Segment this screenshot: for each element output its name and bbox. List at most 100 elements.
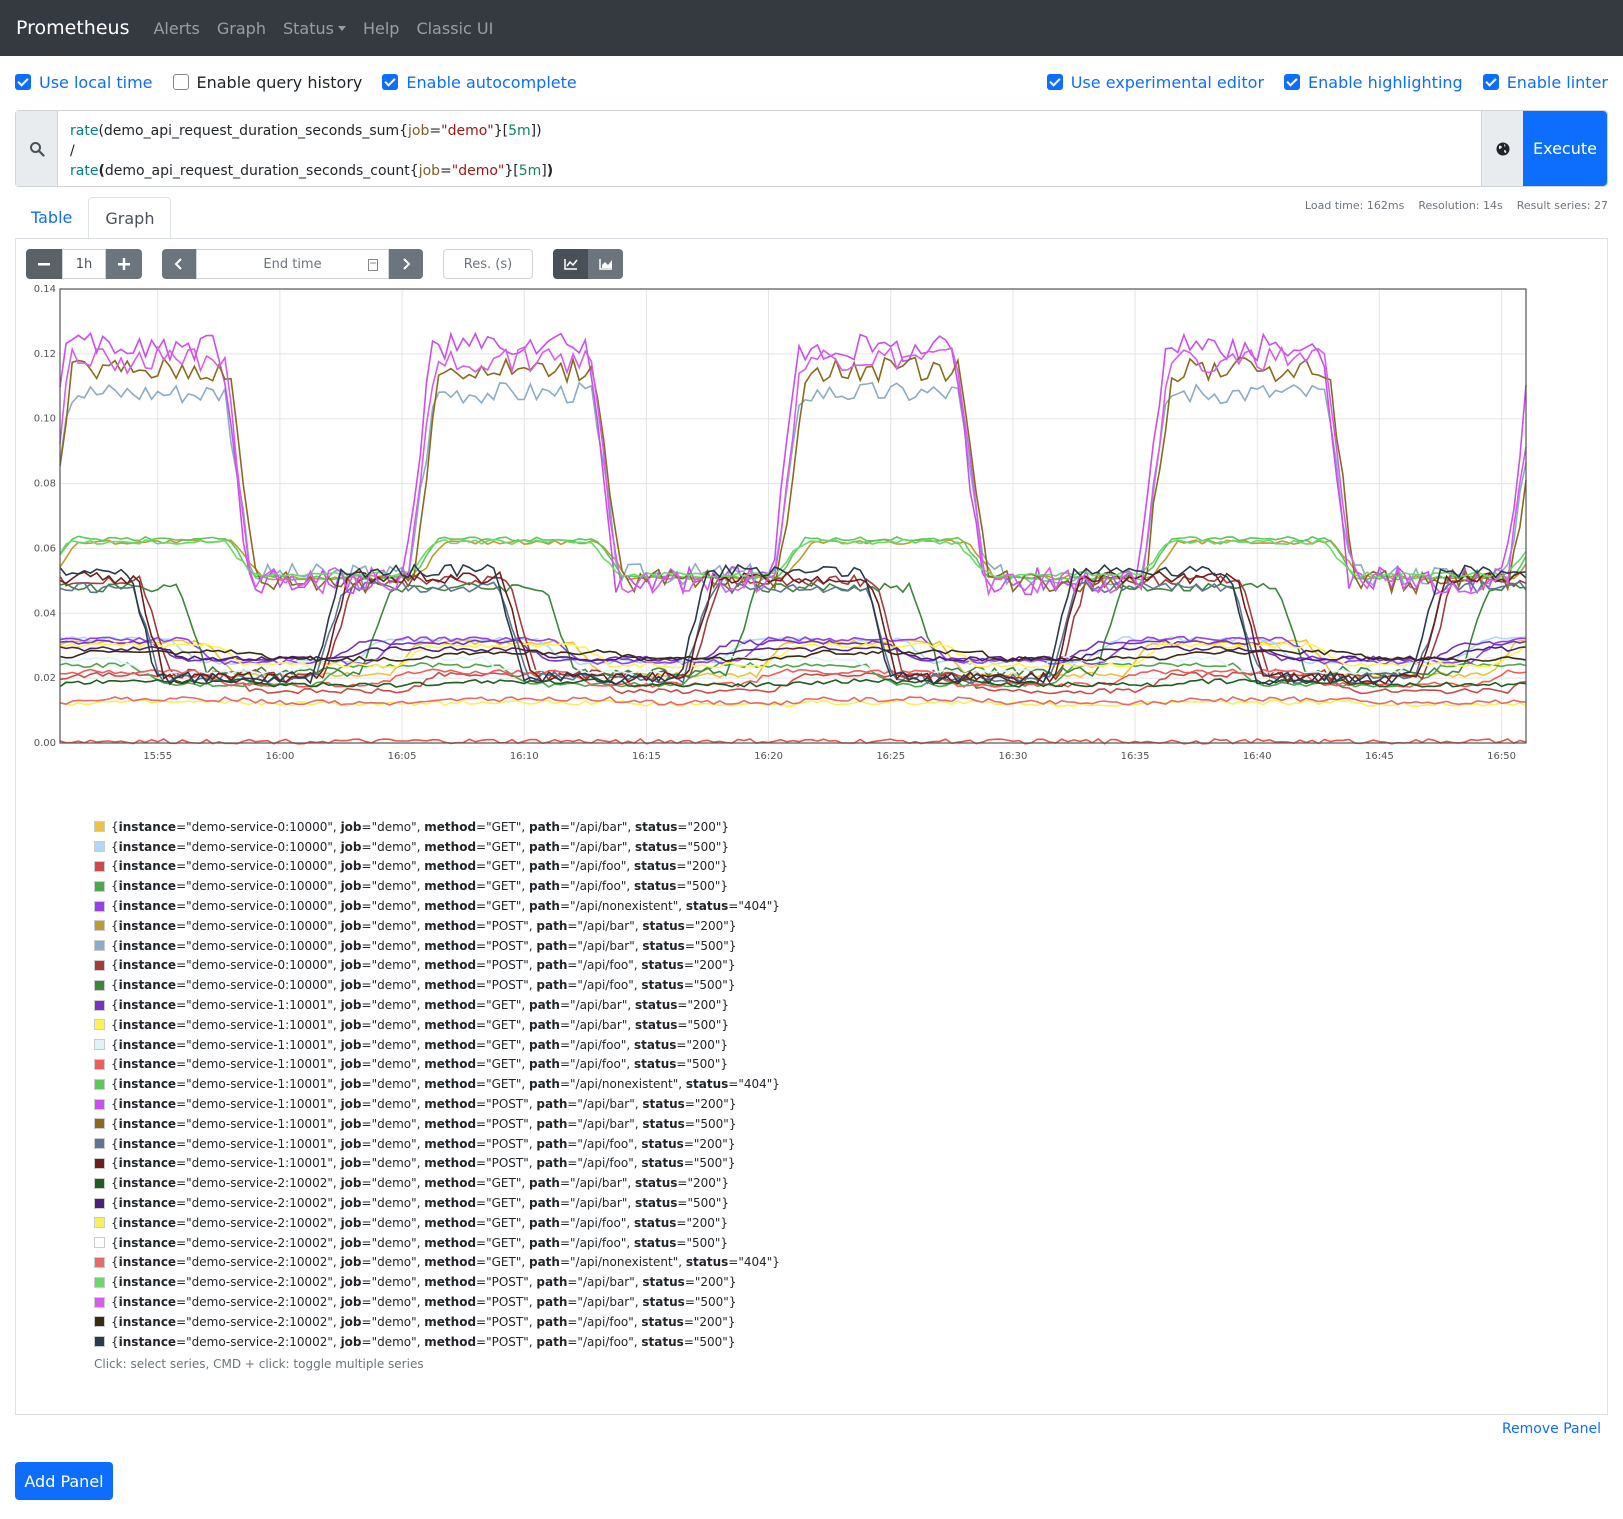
legend-label: {instance="demo-service-2:10002", job="d… xyxy=(111,1334,736,1349)
option-enable-autocomplete[interactable]: Enable autocomplete xyxy=(382,73,577,92)
series-line xyxy=(59,535,1527,581)
nav-classic-ui[interactable]: Classic UI xyxy=(416,18,494,38)
legend-item[interactable]: {instance="demo-service-0:10000", job="d… xyxy=(94,936,780,956)
nav-help[interactable]: Help xyxy=(362,18,400,38)
legend-item[interactable]: {instance="demo-service-1:10001", job="d… xyxy=(94,1035,780,1055)
legend-item[interactable]: {instance="demo-service-1:10001", job="d… xyxy=(94,1134,780,1154)
checkbox-checked-icon[interactable] xyxy=(1284,74,1301,90)
legend-swatch xyxy=(94,1336,105,1348)
legend-item[interactable]: {instance="demo-service-0:10000", job="d… xyxy=(94,876,780,896)
query-range: 5m xyxy=(518,163,542,179)
nav-status-dropdown[interactable]: Status xyxy=(283,19,346,38)
graph-chart[interactable]: 0.00 0.02 0.04 0.06 0.08 0.10 0.12 0.14 15:55 16:… xyxy=(16,281,1607,821)
legend-item[interactable]: {instance="demo-service-2:10002", job="d… xyxy=(94,1193,780,1213)
tab-graph[interactable]: Graph xyxy=(88,197,172,239)
nav-alerts[interactable]: Alerts xyxy=(153,18,200,38)
series-line xyxy=(59,668,1527,688)
option-enable-query-history[interactable]: Enable query history xyxy=(172,73,362,92)
legend-item[interactable]: {instance="demo-service-2:10002", job="d… xyxy=(94,1292,780,1312)
option-use-experimental-editor[interactable]: Use experimental editor xyxy=(1046,72,1265,92)
add-panel-button[interactable]: Add Panel xyxy=(15,1462,113,1500)
legend-swatch xyxy=(94,920,105,932)
legend-item[interactable]: {instance="demo-service-2:10002", job="d… xyxy=(94,1173,780,1193)
option-use-local-time[interactable]: Use local time xyxy=(15,73,153,92)
end-time-placeholder: End time xyxy=(263,256,322,272)
execute-button[interactable]: Execute xyxy=(1523,111,1607,186)
legend-item[interactable]: {instance="demo-service-1:10001", job="d… xyxy=(94,1154,780,1174)
legend-item[interactable]: {instance="demo-service-2:10002", job="d… xyxy=(94,1312,780,1332)
legend-item[interactable]: {instance="demo-service-1:10001", job="d… xyxy=(94,1015,780,1035)
checkbox-checked-icon[interactable] xyxy=(15,74,31,90)
range-input[interactable]: 1h xyxy=(62,249,106,279)
legend-item[interactable]: {instance="demo-service-2:10002", job="d… xyxy=(94,1233,780,1253)
checkbox-unchecked-icon[interactable] xyxy=(172,74,189,90)
legend-swatch xyxy=(94,1296,105,1308)
legend-item[interactable]: {instance="demo-service-2:10002", job="d… xyxy=(94,1332,780,1352)
resolution-input[interactable]: Res. (s) xyxy=(443,249,533,279)
nav-graph[interactable]: Graph xyxy=(216,18,266,38)
legend-item[interactable]: {instance="demo-service-2:10002", job="d… xyxy=(94,1272,780,1292)
legend-item[interactable]: {instance="demo-service-0:10000", job="d… xyxy=(94,956,780,976)
query-label-value: "demo" xyxy=(451,163,505,179)
legend-swatch xyxy=(94,841,105,853)
option-enable-highlighting[interactable]: Enable highlighting xyxy=(1284,73,1463,92)
x-tick-label: 15:55 xyxy=(143,751,172,762)
time-back-button[interactable] xyxy=(162,249,196,279)
decrease-range-button[interactable] xyxy=(26,249,62,279)
legend-label: {instance="demo-service-1:10001", job="d… xyxy=(111,1077,780,1092)
legend-item[interactable]: {instance="demo-service-1:10001", job="d… xyxy=(94,1114,780,1134)
legend-item[interactable]: {instance="demo-service-0:10000", job="d… xyxy=(94,837,780,857)
legend-item[interactable]: {instance="demo-service-1:10001", job="d… xyxy=(94,1055,780,1075)
legend-swatch xyxy=(94,1177,105,1189)
series-line xyxy=(59,381,1527,587)
series-line xyxy=(59,538,1527,578)
x-tick-label: 16:40 xyxy=(1243,751,1272,762)
plot-frame xyxy=(59,288,1527,744)
legend-item[interactable]: {instance="demo-service-2:10002", job="d… xyxy=(94,1213,780,1233)
x-tick-label: 16:15 xyxy=(632,751,661,762)
end-time-input[interactable]: End time xyxy=(196,249,389,279)
legend-item[interactable]: {instance="demo-service-0:10000", job="d… xyxy=(94,896,780,916)
legend-swatch xyxy=(94,821,105,833)
remove-panel-link[interactable]: Remove Panel xyxy=(1501,1421,1601,1437)
time-forward-button[interactable] xyxy=(389,249,423,279)
tab-table[interactable]: Table xyxy=(31,207,73,227)
brand-logo[interactable]: Prometheus xyxy=(16,17,130,39)
legend-item[interactable]: {instance="demo-service-1:10001", job="d… xyxy=(94,1074,780,1094)
legend-swatch xyxy=(94,1197,105,1209)
query-label-name: job xyxy=(408,123,430,139)
x-tick-label: 16:05 xyxy=(388,751,417,762)
legend-label: {instance="demo-service-1:10001", job="d… xyxy=(111,1057,729,1072)
load-time: Load time: 162ms xyxy=(1304,199,1405,212)
resolution-placeholder: Res. (s) xyxy=(463,256,513,272)
expression-editor[interactable]: rate(demo_api_request_duration_seconds_s… xyxy=(58,111,1481,186)
legend-item[interactable]: {instance="demo-service-0:10000", job="d… xyxy=(94,817,780,837)
unstacked-chart-button[interactable] xyxy=(553,249,588,279)
checkbox-checked-icon[interactable] xyxy=(382,74,399,90)
increase-range-button[interactable] xyxy=(106,249,142,279)
stacked-chart-button[interactable] xyxy=(588,249,623,279)
legend-label: {instance="demo-service-0:10000", job="d… xyxy=(111,958,736,973)
legend-item[interactable]: {instance="demo-service-1:10001", job="d… xyxy=(94,995,780,1015)
legend-swatch xyxy=(94,1019,105,1031)
legend-item[interactable]: {instance="demo-service-1:10001", job="d… xyxy=(94,1094,780,1114)
search-icon xyxy=(16,111,58,186)
series-line xyxy=(59,345,1527,597)
legend-swatch xyxy=(94,1098,105,1110)
legend-swatch xyxy=(94,1138,105,1150)
legend-item[interactable]: {instance="demo-service-0:10000", job="d… xyxy=(94,975,780,995)
legend-item[interactable]: {instance="demo-service-0:10000", job="d… xyxy=(94,916,780,936)
legend-item[interactable]: {instance="demo-service-0:10000", job="d… xyxy=(94,857,780,877)
legend-label: {instance="demo-service-2:10002", job="d… xyxy=(111,1196,730,1211)
checkbox-checked-icon[interactable] xyxy=(1046,74,1063,90)
calendar-icon[interactable] xyxy=(368,258,378,271)
option-label: Use experimental editor xyxy=(1070,72,1265,92)
option-label: Enable highlighting xyxy=(1308,72,1463,92)
legend-swatch xyxy=(94,1157,105,1169)
legend-item[interactable]: {instance="demo-service-2:10002", job="d… xyxy=(94,1253,780,1273)
checkbox-checked-icon[interactable] xyxy=(1482,74,1499,90)
legend-hint: Click: select series, CMD + click: toggl… xyxy=(94,1356,424,1371)
legend-label: {instance="demo-service-2:10002", job="d… xyxy=(111,1255,780,1270)
option-enable-linter[interactable]: Enable linter xyxy=(1482,73,1608,92)
metrics-explorer-button[interactable] xyxy=(1481,111,1523,186)
